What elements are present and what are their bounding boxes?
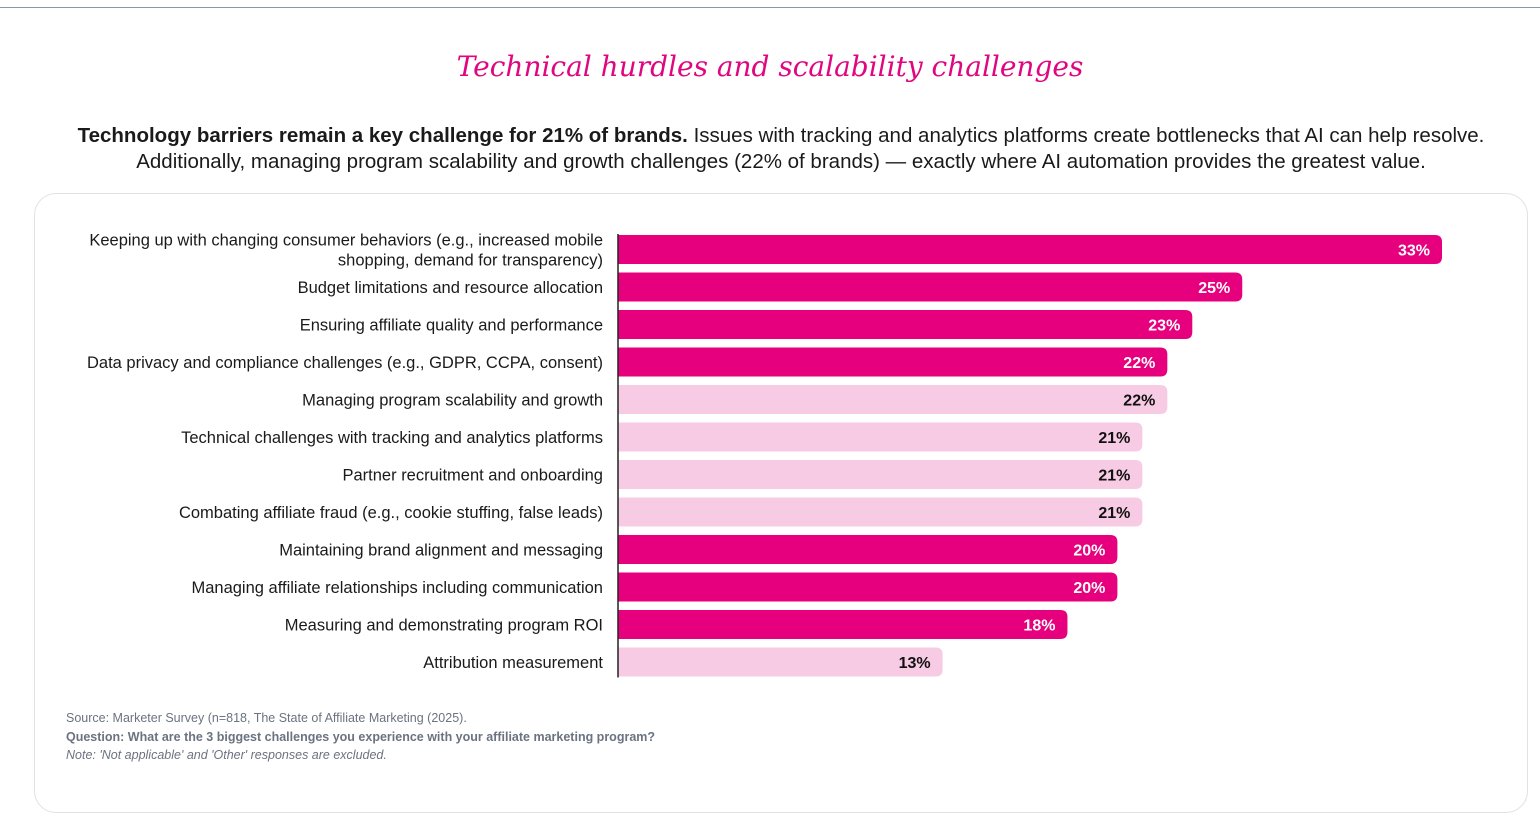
- bar: [618, 385, 1168, 414]
- value-label: 18%: [1023, 618, 1055, 635]
- bar-group: 23% Ensuring affiliate quality and perfor…: [300, 310, 1193, 339]
- value-label: 20%: [1073, 580, 1105, 597]
- category-label-line: Combating affiliate fraud (e.g., cookie …: [179, 504, 603, 522]
- intro-rest-line1: Issues with tracking and analytics platf…: [693, 124, 1485, 147]
- bar: [618, 310, 1193, 339]
- category-label-line: Measuring and demonstrating program ROI: [285, 617, 603, 635]
- bar: [618, 272, 1243, 302]
- category-label-line: Attribution measurement: [423, 654, 603, 672]
- value-label: 22%: [1123, 393, 1155, 410]
- intro-bold: Technology barriers remain a key challen…: [77, 124, 688, 147]
- category-label-line: Ensuring affiliate quality and performan…: [300, 317, 603, 335]
- value-label: 25%: [1198, 280, 1230, 297]
- bar: [618, 497, 1143, 527]
- bar: [618, 535, 1118, 564]
- page-title: Technical hurdles and scalability challe…: [456, 50, 1084, 83]
- question-note: Question: What are the 3 biggest challen…: [66, 729, 656, 744]
- value-label: 22%: [1123, 355, 1155, 372]
- category-label-line: Managing program scalability and growth: [302, 392, 603, 410]
- source-note: Source: Marketer Survey (n=818, The Stat…: [66, 711, 467, 725]
- value-label: 21%: [1098, 430, 1130, 447]
- chart-footer: Source: Marketer Survey (n=818, The Stat…: [66, 709, 655, 765]
- category-label-line: Keeping up with changing consumer behavi…: [89, 232, 603, 250]
- category-label-line: Partner recruitment and onboarding: [343, 467, 604, 485]
- category-label: Maintaining brand alignment and messagin…: [279, 542, 603, 560]
- bar-chart: 33% Keeping up with changing consumer beh…: [87, 232, 1442, 678]
- bar-group: 21% Partner recruitment and onboarding: [343, 460, 1143, 489]
- value-label: 21%: [1098, 468, 1130, 485]
- exclusion-note: Note: 'Not applicable' and 'Other' respo…: [66, 748, 387, 762]
- bar: [618, 610, 1068, 639]
- category-label: Keeping up with changing consumer behavi…: [89, 232, 603, 270]
- bar-group: 21% Combating affiliate fraud (e.g., cook…: [179, 497, 1143, 527]
- category-label: Combating affiliate fraud (e.g., cookie …: [179, 504, 603, 522]
- category-label: Ensuring affiliate quality and performan…: [300, 317, 603, 335]
- category-label-line: Data privacy and compliance challenges (…: [87, 354, 603, 372]
- bar-group: 13% Attribution measurement: [423, 647, 943, 677]
- value-label: 20%: [1073, 543, 1105, 560]
- bar-group: 25% Budget limitations and resource alloc…: [298, 272, 1243, 302]
- category-label: Data privacy and compliance challenges (…: [87, 354, 603, 372]
- intro-text: Technology barriers remain a key challen…: [20, 123, 1540, 175]
- category-label: Attribution measurement: [423, 654, 603, 672]
- category-label-line: shopping, demand for transparency): [338, 252, 603, 270]
- category-label-line: Budget limitations and resource allocati…: [298, 279, 603, 297]
- bar-group: 18% Measuring and demonstrating program R…: [285, 610, 1068, 639]
- bar-group: 33% Keeping up with changing consumer beh…: [89, 232, 1442, 270]
- category-label: Managing program scalability and growth: [302, 392, 603, 410]
- category-label-line: Maintaining brand alignment and messagin…: [279, 542, 603, 560]
- category-label: Measuring and demonstrating program ROI: [285, 617, 603, 635]
- top-divider: [0, 7, 1540, 8]
- value-label: 13%: [899, 655, 931, 672]
- bar: [618, 235, 1442, 264]
- category-label-line: Managing affiliate relationships includi…: [191, 579, 603, 597]
- bar: [618, 647, 943, 677]
- value-label: 21%: [1098, 505, 1130, 522]
- bar-group: 20% Managing affiliate relationships incl…: [191, 572, 1118, 602]
- bar: [618, 422, 1143, 452]
- category-label: Partner recruitment and onboarding: [343, 467, 604, 485]
- bar-group: 22% Managing program scalability and grow…: [302, 385, 1168, 414]
- intro-line2: Additionally, managing program scalabili…: [136, 150, 1426, 173]
- category-label: Budget limitations and resource allocati…: [298, 279, 603, 297]
- bar-group: 22% Data privacy and compliance challenge…: [87, 347, 1168, 377]
- value-label: 33%: [1398, 243, 1430, 260]
- bar: [618, 347, 1168, 377]
- category-label: Managing affiliate relationships includi…: [191, 579, 603, 597]
- bar: [618, 572, 1118, 602]
- value-label: 23%: [1148, 318, 1180, 335]
- bar-group: 20% Maintaining brand alignment and messa…: [279, 535, 1118, 564]
- category-label-line: Technical challenges with tracking and a…: [181, 429, 603, 447]
- category-label: Technical challenges with tracking and a…: [181, 429, 603, 447]
- bar-group: 21% Technical challenges with tracking an…: [181, 422, 1143, 452]
- bar: [618, 460, 1143, 489]
